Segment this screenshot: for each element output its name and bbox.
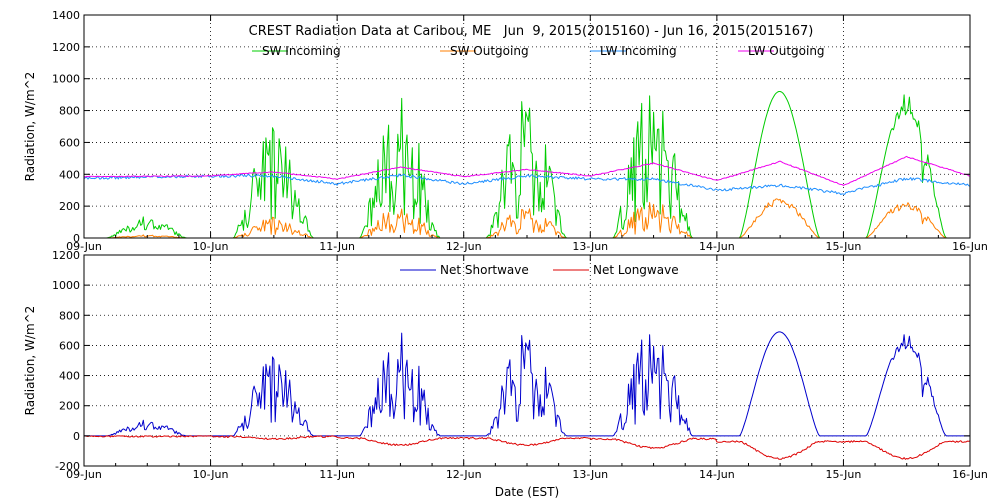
y-tick-label: 1000 — [52, 279, 80, 292]
y-tick-label: 200 — [59, 400, 80, 413]
x-tick-label: 16-Jun — [952, 240, 988, 253]
series-line-lw-outgoing — [83, 155, 971, 186]
x-tick-label: 15-Jun — [826, 240, 862, 253]
x-tick-label: 11-Jun — [319, 468, 355, 481]
x-tick-label: 13-Jun — [572, 240, 608, 253]
x-tick-label: 10-Jun — [193, 240, 229, 253]
y-tick-label: 600 — [59, 136, 80, 149]
series-line-net-longwave — [84, 435, 971, 460]
x-tick-label: 12-Jun — [446, 468, 482, 481]
legend-label: SW Incoming — [262, 44, 341, 58]
legend-label: Net Longwave — [593, 263, 679, 277]
legend-label: LW Incoming — [600, 44, 677, 58]
y-tick-label: 1200 — [52, 41, 80, 54]
x-tick-label: 16-Jun — [952, 468, 988, 481]
legend-label: Net Shortwave — [440, 263, 529, 277]
y-tick-label: 400 — [59, 168, 80, 181]
top-legend: SW Incoming SW Outgoing LW Incoming LW Outg… — [252, 44, 825, 58]
y-tick-label: 0 — [73, 430, 80, 443]
legend-label: LW Outgoing — [748, 44, 825, 58]
x-tick-label: 12-Jun — [446, 240, 482, 253]
x-axis-title: Date (EST) — [495, 485, 559, 499]
x-tick-label: 09-Jun — [66, 240, 102, 253]
y-tick-label: 1400 — [52, 9, 80, 22]
bottom-legend: Net Shortwave Net Longwave — [400, 263, 679, 277]
x-tick-label: 13-Jun — [572, 468, 608, 481]
legend-label: SW Outgoing — [450, 44, 529, 58]
y-tick-label: 1200 — [52, 249, 80, 262]
top-panel: 0 200 400 600 800 1000 1200 1400 09-Jun 10-Jun 11-… — [23, 9, 988, 253]
y-tick-label: 1000 — [52, 73, 80, 86]
bottom-panel-series — [84, 331, 971, 460]
y-tick-label: 800 — [59, 105, 80, 118]
bottom-panel-ticks: -200 0 200 400 600 800 1000 1200 09-Jun 10-Jun 11-… — [52, 249, 988, 481]
y-tick-label: 800 — [59, 309, 80, 322]
x-tick-label: 15-Jun — [826, 468, 862, 481]
bottom-panel: -200 0 200 400 600 800 1000 1200 09-Jun 10-Jun 11-… — [23, 249, 988, 499]
y-tick-label: 200 — [59, 200, 80, 213]
x-tick-label: 11-Jun — [319, 240, 355, 253]
y-tick-label: 600 — [59, 339, 80, 352]
y-tick-label: 0 — [73, 232, 80, 245]
y-tick-label: 400 — [59, 370, 80, 383]
x-tick-label: 14-Jun — [699, 468, 735, 481]
bottom-y-axis-title: Radiation, W/m^2 — [23, 306, 37, 416]
x-tick-label: 09-Jun — [66, 468, 102, 481]
top-panel-ticks: 0 200 400 600 800 1000 1200 1400 09-Jun 10-Jun 11-… — [52, 9, 988, 253]
y-tick-label: -200 — [55, 460, 80, 473]
top-y-axis-title: Radiation, W/m^2 — [23, 72, 37, 182]
x-tick-label: 10-Jun — [193, 468, 229, 481]
chart-title: CREST Radiation Data at Caribou, ME Jun … — [249, 24, 814, 39]
x-tick-label: 14-Jun — [699, 240, 735, 253]
